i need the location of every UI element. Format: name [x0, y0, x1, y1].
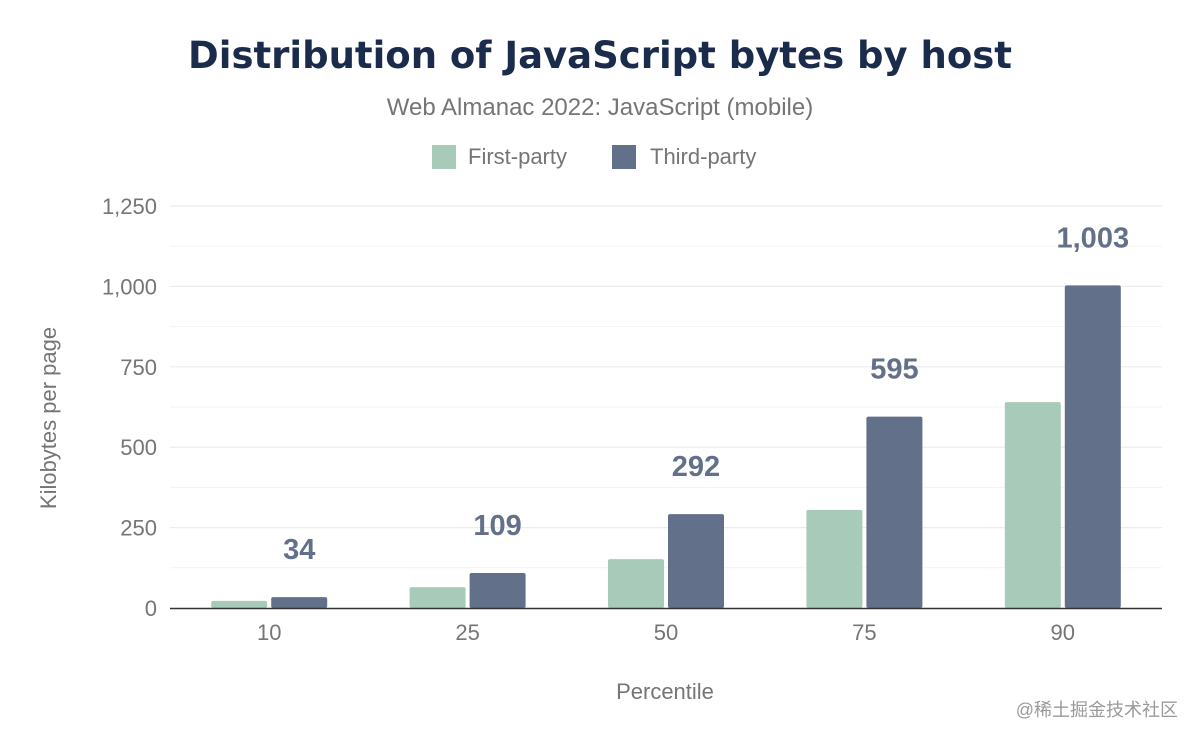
y-tick-label: 0	[145, 596, 157, 621]
y-tick-label: 500	[120, 435, 157, 460]
chart-title: Distribution of JavaScript bytes by host	[188, 34, 1012, 77]
bar-first-party-25	[409, 587, 466, 608]
watermark: @稀土掘金技术社区	[1016, 700, 1178, 720]
bars	[211, 285, 1121, 608]
legend-label-first-party: First-party	[468, 144, 567, 169]
data-labels: 34 109 292 595 1,003	[283, 222, 1129, 566]
y-tick-label: 250	[120, 516, 157, 541]
bar-third-party-10	[271, 597, 328, 608]
bar-first-party-90	[1004, 402, 1061, 608]
data-label-25: 109	[473, 510, 521, 542]
bar-first-party-50	[608, 559, 664, 608]
y-tick-label: 1,250	[102, 194, 157, 219]
y-axis-label: Kilobytes per page	[36, 327, 61, 509]
bar-third-party-25	[469, 572, 526, 608]
x-tick-label: 25	[455, 620, 479, 645]
bar-third-party-90	[1064, 285, 1121, 608]
gridlines	[170, 205, 1162, 569]
y-tick-label: 750	[120, 355, 157, 380]
bar-third-party-75	[866, 416, 923, 608]
x-tick-label: 75	[852, 620, 876, 645]
data-label-90: 1,003	[1057, 222, 1130, 254]
data-label-75: 595	[870, 354, 918, 386]
y-axis-ticks: 0 250 500 750 1,000 1,250	[102, 194, 157, 621]
x-axis-label: Percentile	[616, 679, 714, 704]
x-tick-label: 90	[1051, 620, 1075, 645]
bar-first-party-75	[806, 509, 863, 608]
x-axis-ticks: 10 25 50 75 90	[170, 607, 1162, 645]
data-label-50: 292	[672, 451, 720, 483]
data-label-10: 34	[283, 534, 315, 566]
legend-swatch-third-party	[612, 145, 636, 169]
bar-first-party-10	[211, 600, 268, 608]
bar-third-party-50	[668, 514, 724, 608]
legend: First-party Third-party	[432, 144, 756, 169]
x-tick-label: 50	[654, 620, 678, 645]
legend-label-third-party: Third-party	[650, 144, 756, 169]
legend-swatch-first-party	[432, 145, 456, 169]
chart-subtitle: Web Almanac 2022: JavaScript (mobile)	[387, 94, 813, 121]
x-tick-label: 10	[257, 620, 281, 645]
y-tick-label: 1,000	[102, 274, 157, 299]
